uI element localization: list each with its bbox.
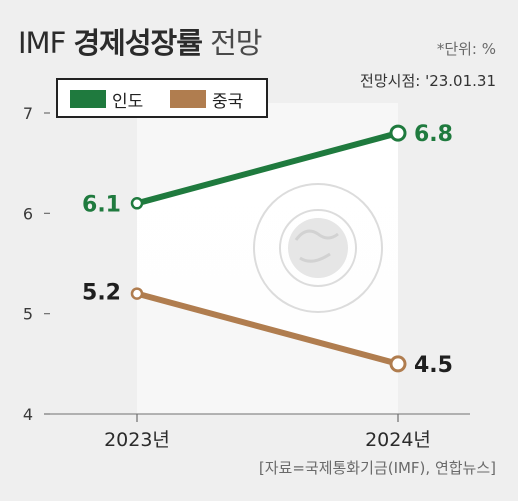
data-point-0-1 (389, 124, 407, 142)
area-between-series (137, 133, 398, 364)
y-tick-label: 4 (23, 405, 33, 424)
title-suffix: 전망 (210, 26, 262, 60)
data-point-0-0 (130, 197, 144, 210)
legend-item-china: 중국 (170, 88, 244, 112)
series-line-0 (134, 130, 401, 207)
legend-swatch-china (170, 90, 206, 108)
seal-inner-ring (279, 209, 357, 287)
source-note: [자료=국제통화기금(IMF), 연합뉴스] (258, 459, 496, 477)
series-line-1 (134, 290, 401, 367)
legend-item-india: 인도 (70, 88, 144, 112)
legend-swatch-india (70, 90, 106, 108)
legend: 인도 중국 (56, 78, 268, 118)
title-prefix: IMF (18, 26, 66, 60)
seal-outer-ring (253, 183, 383, 313)
data-label-1-1: 4.5 (414, 353, 453, 378)
legend-label-india: 인도 (112, 91, 144, 112)
unit-note: *단위: % (436, 40, 496, 58)
seal-globe (288, 218, 348, 278)
data-point-1-1 (389, 355, 407, 373)
chart-title: IMF 경제성장률 전망 (18, 20, 262, 62)
data-label-0-1: 6.8 (414, 122, 453, 147)
data-label-0-0: 6.1 (82, 192, 121, 217)
seal-continents (294, 229, 339, 263)
forecast-date: 전망시점: '23.01.31 (360, 72, 496, 90)
x-tick-label: 2024년 (365, 429, 431, 451)
y-tick-label: 5 (23, 305, 33, 324)
y-tick-label: 7 (23, 104, 33, 123)
data-label-1-0: 5.2 (82, 281, 121, 306)
title-main: 경제성장률 (73, 26, 202, 60)
y-tick-label: 6 (23, 204, 33, 223)
x-tick-label: 2023년 (104, 429, 170, 451)
legend-label-china: 중국 (212, 91, 244, 112)
data-point-1-0 (130, 287, 144, 300)
